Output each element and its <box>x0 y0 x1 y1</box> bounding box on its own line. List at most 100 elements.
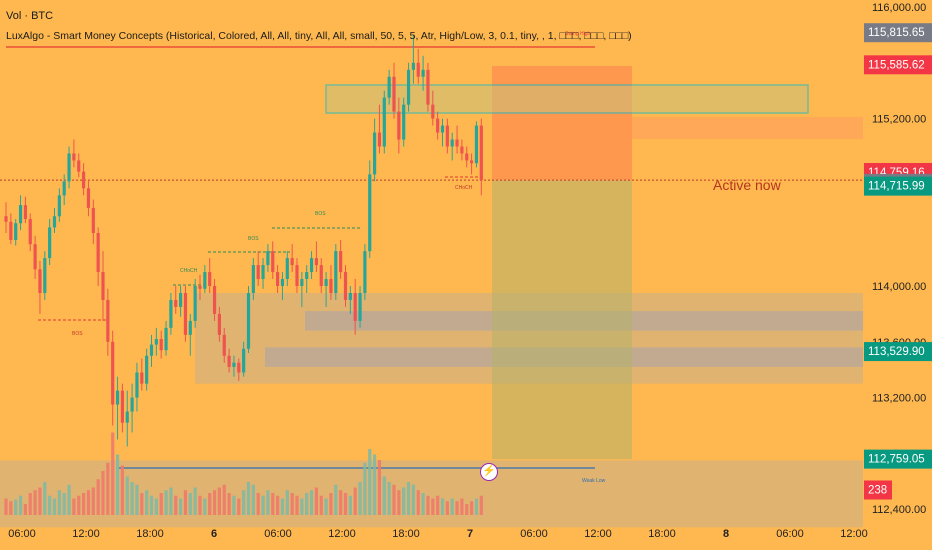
volume-bar <box>96 479 100 515</box>
volume-bar <box>212 490 217 515</box>
volume-bar <box>290 493 294 515</box>
volume-bar <box>431 498 435 515</box>
volume-bar <box>242 490 246 515</box>
volume-bar <box>426 495 430 515</box>
candle-body <box>324 279 328 286</box>
swing-high-label: Swing High <box>565 31 591 37</box>
x-tick-label: 7 <box>467 528 473 540</box>
lightning-icon[interactable]: ⚡ <box>480 463 498 481</box>
volume-bar <box>217 487 221 515</box>
volume-bar <box>343 493 348 515</box>
volume-bar <box>67 484 71 515</box>
volume-bar <box>4 498 8 515</box>
x-tick-label: 6 <box>211 528 217 540</box>
active-now-label: Active now <box>713 177 782 193</box>
volume-bar <box>271 493 275 515</box>
volume-bar <box>130 482 134 515</box>
candle-body <box>334 251 338 293</box>
volume-bar <box>256 493 260 515</box>
volume-bar <box>339 490 343 515</box>
volume-bar <box>38 487 42 515</box>
candle-body <box>164 327 168 351</box>
volume-bar <box>106 462 110 515</box>
volume-bar <box>455 501 459 515</box>
volume-bar <box>305 493 309 515</box>
candle-body <box>111 341 115 405</box>
bos-label: BOS <box>72 331 83 337</box>
volume-bar <box>62 493 66 515</box>
candle-body <box>9 221 13 240</box>
volume-bar <box>77 495 81 515</box>
candle-body <box>96 232 100 273</box>
volume-bar <box>363 462 367 515</box>
candle-body <box>174 299 178 307</box>
choch-label: CHoCH <box>455 185 473 191</box>
candle-body <box>348 292 352 300</box>
volume-bar <box>334 484 338 515</box>
candle-body <box>256 265 260 280</box>
volume-bar <box>154 498 158 515</box>
candle-body <box>474 125 479 164</box>
candle-body <box>208 272 212 286</box>
candle-body <box>295 265 299 286</box>
volume-bar <box>169 487 173 515</box>
volume-bar <box>261 495 265 515</box>
volume-bar <box>140 493 144 515</box>
volume-bar <box>246 482 251 515</box>
candle-body <box>52 216 57 228</box>
candle-body <box>18 205 23 224</box>
candle-body <box>101 272 105 300</box>
candle-body <box>309 258 314 273</box>
candle-body <box>242 348 246 373</box>
candle-body <box>38 269 42 293</box>
candle-body <box>397 111 401 140</box>
candle-body <box>212 286 217 314</box>
candle-body <box>227 355 231 367</box>
volume-bar <box>174 495 178 515</box>
candle-body <box>406 69 411 105</box>
volume-bar <box>232 495 236 515</box>
volume-bar <box>164 490 168 515</box>
candle-body <box>149 344 154 356</box>
candle-body <box>470 160 474 164</box>
x-tick-label: 8 <box>723 528 729 540</box>
candle-body <box>431 104 435 119</box>
volume-bar <box>319 495 323 515</box>
candle-body <box>436 118 440 133</box>
volume-bar <box>353 487 357 515</box>
volume-zone <box>0 460 863 528</box>
x-tick-label: 06:00 <box>776 528 804 540</box>
candle-body <box>125 411 129 423</box>
smc-indicator-title[interactable]: LuxAlgo - Smart Money Concepts (Historic… <box>6 30 632 42</box>
weak-low-label: Weak Low <box>582 478 606 484</box>
volume-bar <box>145 490 149 515</box>
candle-body <box>140 372 144 384</box>
volume-bar <box>314 487 318 515</box>
volume-bar <box>125 476 129 515</box>
volume-bar <box>392 484 396 515</box>
volume-bar <box>86 490 91 515</box>
volume-bar <box>101 471 105 515</box>
volume-bar <box>179 498 183 515</box>
candle-body <box>217 313 221 335</box>
candle-body <box>363 251 367 293</box>
candle-body <box>130 397 134 412</box>
volume-bar <box>227 493 231 515</box>
price-label-badge <box>864 23 932 43</box>
stop-loss-zone <box>492 66 632 181</box>
candle-body <box>33 244 37 270</box>
volume-bar <box>358 482 362 515</box>
candle-body <box>57 195 61 217</box>
volume-bar <box>33 490 37 515</box>
x-tick-label: 06:00 <box>8 528 36 540</box>
volume-bar <box>377 460 382 515</box>
choch-label: CHoCH <box>180 268 198 274</box>
volume-bar <box>91 487 95 515</box>
volume-bar <box>411 484 415 515</box>
volume-indicator-title[interactable]: Vol · BTC <box>6 10 54 22</box>
volume-bar <box>276 495 280 515</box>
candle-body <box>106 299 110 342</box>
x-tick-label: 12:00 <box>72 528 100 540</box>
